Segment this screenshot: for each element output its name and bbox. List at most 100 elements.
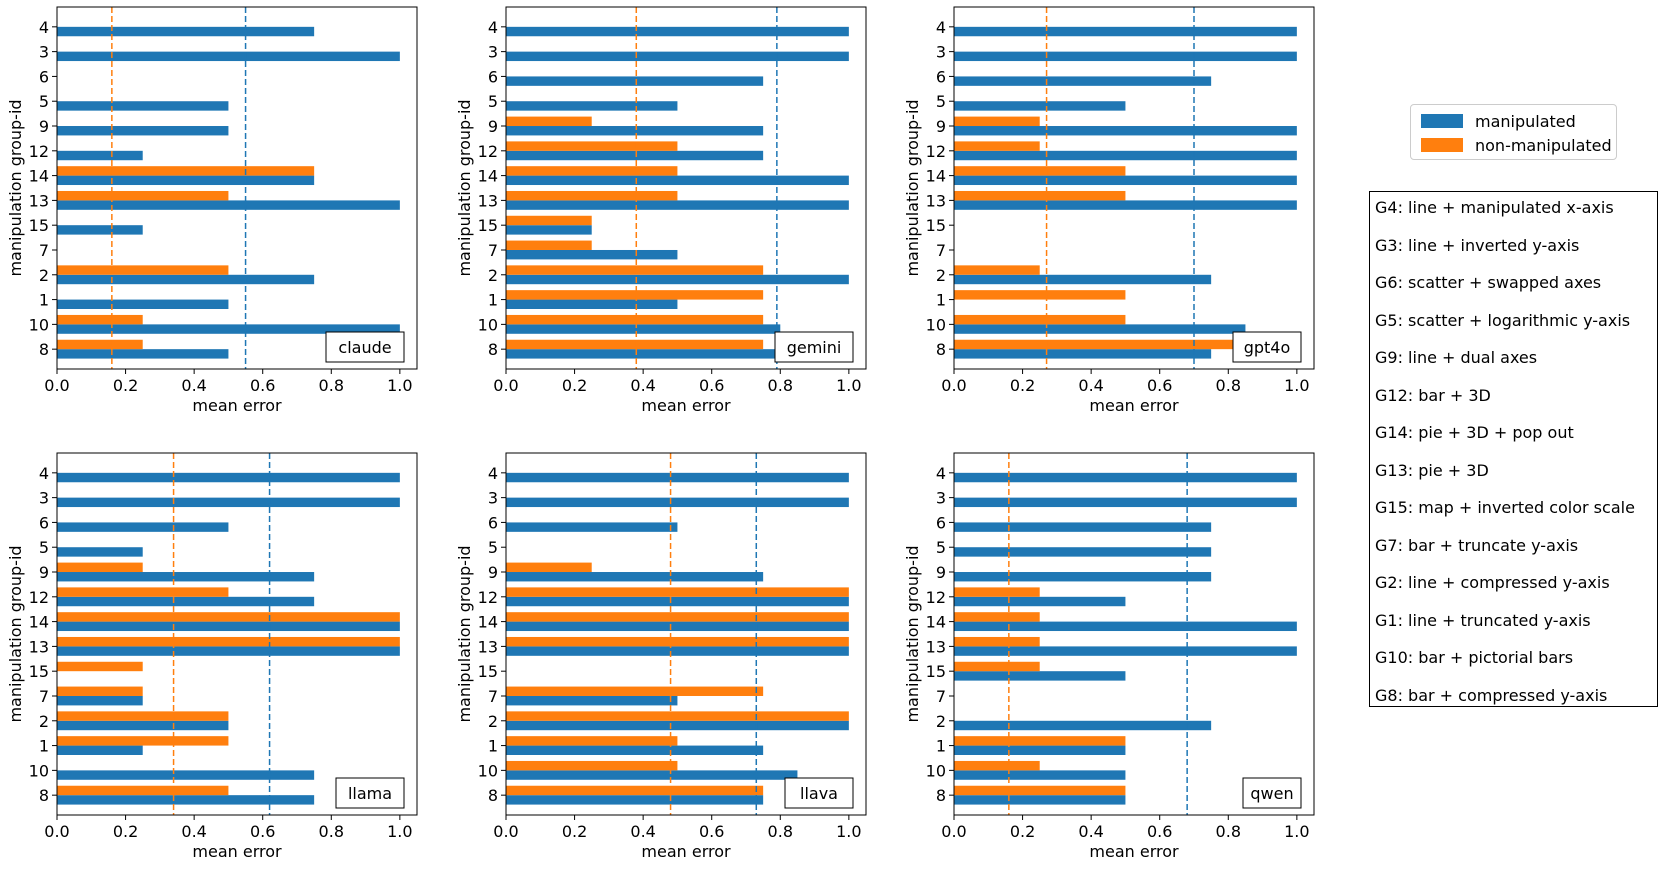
y-tick-label: 14 bbox=[478, 167, 498, 186]
x-tick-label: 0.6 bbox=[1147, 822, 1172, 841]
y-tick-label: 1 bbox=[936, 737, 946, 756]
group-description-item: G13: pie + 3D bbox=[1375, 460, 1489, 480]
bar-manipulated bbox=[506, 720, 849, 731]
y-tick-label: 13 bbox=[29, 637, 49, 656]
y-tick-label: 14 bbox=[478, 613, 498, 632]
bar-non-manipulated bbox=[954, 116, 1040, 127]
y-axis-label: manipulation group-id bbox=[903, 99, 922, 276]
bar-manipulated bbox=[954, 621, 1297, 632]
group-description-item: G7: bar + truncate y-axis bbox=[1375, 535, 1579, 555]
x-tick-label: 0.2 bbox=[113, 822, 138, 841]
bar-manipulated bbox=[954, 472, 1297, 483]
y-tick-label: 4 bbox=[39, 464, 49, 483]
bar-manipulated bbox=[57, 621, 400, 632]
x-tick-label: 0.4 bbox=[181, 822, 206, 841]
bar-manipulated bbox=[954, 26, 1297, 37]
y-tick-label: 9 bbox=[488, 563, 498, 582]
y-tick-label: 12 bbox=[29, 142, 49, 161]
panel-model-badge bbox=[784, 777, 854, 809]
bar-manipulated bbox=[57, 299, 229, 309]
y-tick-label: 14 bbox=[926, 613, 946, 632]
bar-non-manipulated bbox=[954, 587, 1040, 597]
y-tick-label: 12 bbox=[29, 588, 49, 607]
x-axis-label: mean error bbox=[192, 396, 282, 415]
y-tick-label: 13 bbox=[926, 191, 946, 210]
y-tick-label: 15 bbox=[29, 662, 49, 681]
panel-model-label: gemini bbox=[787, 338, 842, 357]
bar-manipulated bbox=[57, 572, 315, 582]
y-tick-label: 3 bbox=[488, 43, 498, 62]
y-tick-label: 3 bbox=[488, 489, 498, 508]
bar-manipulated bbox=[954, 497, 1297, 508]
bar-non-manipulated bbox=[954, 141, 1040, 151]
x-tick-label: 1.0 bbox=[836, 376, 861, 395]
y-tick-label: 2 bbox=[936, 712, 946, 731]
y-tick-label: 8 bbox=[488, 340, 498, 359]
bar-manipulated bbox=[506, 200, 849, 210]
bar-manipulated bbox=[506, 472, 849, 483]
bar-manipulated bbox=[954, 324, 1246, 334]
legend-item-manipulated: manipulated bbox=[1421, 110, 1576, 132]
panel-model-label: llama bbox=[348, 784, 392, 803]
y-axis-label: manipulation group-id bbox=[455, 99, 474, 276]
bar-manipulated bbox=[57, 745, 143, 755]
bar-non-manipulated bbox=[506, 612, 849, 622]
bar-manipulated bbox=[954, 349, 1212, 359]
bar-non-manipulated bbox=[506, 215, 592, 226]
panel-model-label: gpt4o bbox=[1244, 338, 1291, 357]
group-description-item: G10: bar + pictorial bars bbox=[1375, 648, 1574, 667]
bar-manipulated bbox=[57, 770, 315, 780]
series-legend: manipulated non-manipulated bbox=[1410, 104, 1617, 160]
y-tick-label: 1 bbox=[39, 291, 49, 310]
group-description-item: G5: scatter + logarithmic y-axis bbox=[1375, 310, 1631, 330]
y-tick-label: 5 bbox=[936, 92, 946, 111]
x-tick-label: 0.6 bbox=[250, 376, 275, 395]
y-tick-label: 3 bbox=[936, 43, 946, 62]
bar-manipulated bbox=[506, 596, 849, 607]
y-tick-label: 9 bbox=[936, 563, 946, 582]
bar-manipulated bbox=[954, 126, 1297, 136]
bar-non-manipulated bbox=[506, 339, 764, 350]
bar-manipulated bbox=[954, 720, 1212, 731]
bar-manipulated bbox=[954, 51, 1297, 62]
panel-frame bbox=[505, 452, 867, 816]
x-tick-label: 0.8 bbox=[768, 376, 793, 395]
x-tick-label: 0.2 bbox=[562, 376, 587, 395]
y-tick-label: 3 bbox=[39, 489, 49, 508]
bar-manipulated bbox=[954, 596, 1126, 607]
x-tick-label: 0.8 bbox=[1216, 822, 1241, 841]
bar-manipulated bbox=[954, 76, 1212, 86]
x-tick-label: 0.0 bbox=[941, 376, 966, 395]
legend-label-manipulated: manipulated bbox=[1475, 111, 1576, 131]
bar-manipulated bbox=[506, 695, 678, 706]
y-tick-label: 13 bbox=[478, 637, 498, 656]
bar-non-manipulated bbox=[954, 612, 1040, 622]
bar-non-manipulated bbox=[57, 686, 143, 696]
y-tick-label: 1 bbox=[39, 737, 49, 756]
bar-manipulated bbox=[506, 349, 849, 359]
x-tick-label: 1.0 bbox=[836, 822, 861, 841]
bar-manipulated bbox=[57, 26, 315, 37]
y-tick-label: 10 bbox=[29, 315, 49, 334]
bar-manipulated bbox=[506, 621, 849, 632]
y-tick-label: 10 bbox=[478, 761, 498, 780]
bar-manipulated bbox=[506, 299, 678, 309]
x-tick-label: 0.6 bbox=[699, 376, 724, 395]
group-description-item: G12: bar + 3D bbox=[1375, 385, 1491, 405]
bar-non-manipulated bbox=[506, 265, 764, 275]
y-tick-label: 2 bbox=[39, 712, 49, 731]
panel-model-badge bbox=[774, 331, 854, 363]
y-tick-label: 5 bbox=[936, 538, 946, 557]
y-tick-label: 8 bbox=[39, 786, 49, 805]
x-tick-label: 0.0 bbox=[493, 376, 518, 395]
bar-non-manipulated bbox=[954, 314, 1126, 325]
panel-frame bbox=[56, 6, 418, 370]
bar-non-manipulated bbox=[954, 290, 1126, 300]
y-tick-label: 6 bbox=[488, 513, 498, 532]
y-tick-label: 13 bbox=[926, 637, 946, 656]
group-description-item: G3: line + inverted y-axis bbox=[1375, 235, 1580, 255]
x-tick-label: 0.0 bbox=[44, 822, 69, 841]
panel-model-badge bbox=[1242, 777, 1302, 809]
bar-non-manipulated bbox=[506, 141, 678, 151]
